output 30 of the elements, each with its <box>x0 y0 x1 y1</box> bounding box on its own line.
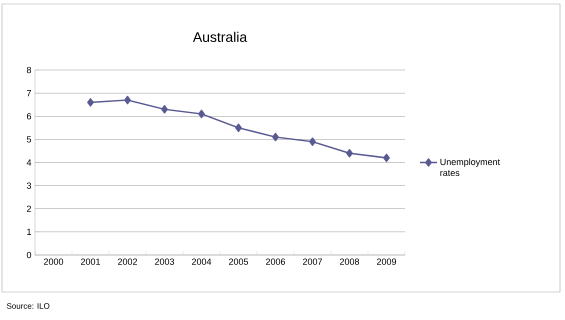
y-tick-label: 6 <box>26 113 32 120</box>
x-tick-label: 2004 <box>192 258 212 265</box>
point <box>235 124 242 132</box>
point <box>383 154 390 162</box>
chart-title: Australia <box>192 32 248 42</box>
y-tick-label: 7 <box>26 90 32 96</box>
point <box>272 132 279 142</box>
x-tick-label: 2000 <box>44 258 64 265</box>
y-tick-label: 3 <box>26 182 32 189</box>
x-tick-label: 2001 <box>80 258 100 265</box>
y-tick-label: 4 <box>26 159 32 166</box>
legend-label: Unemployment rates <box>440 158 500 176</box>
x-tick-label: 2007 <box>302 258 322 265</box>
x-tick-label: 2002 <box>118 258 138 265</box>
y-tick-label: 0 <box>26 252 32 258</box>
point <box>124 96 131 104</box>
y-tick-label: 1 <box>27 228 32 235</box>
y-tick-label: 8 <box>26 66 32 74</box>
x-tick-label: 2008 <box>340 258 360 265</box>
point <box>87 98 94 107</box>
point <box>198 110 205 118</box>
y-tick-label: 2 <box>26 206 32 212</box>
x-tick-label: 2003 <box>154 258 174 265</box>
y-tick-label: 5 <box>26 136 32 143</box>
point <box>309 137 316 146</box>
point <box>161 105 168 114</box>
x-tick-label: 2009 <box>376 258 396 265</box>
x-tick-label: 2006 <box>266 258 286 265</box>
point <box>346 149 353 158</box>
x-tick-label: 2005 <box>228 258 248 265</box>
